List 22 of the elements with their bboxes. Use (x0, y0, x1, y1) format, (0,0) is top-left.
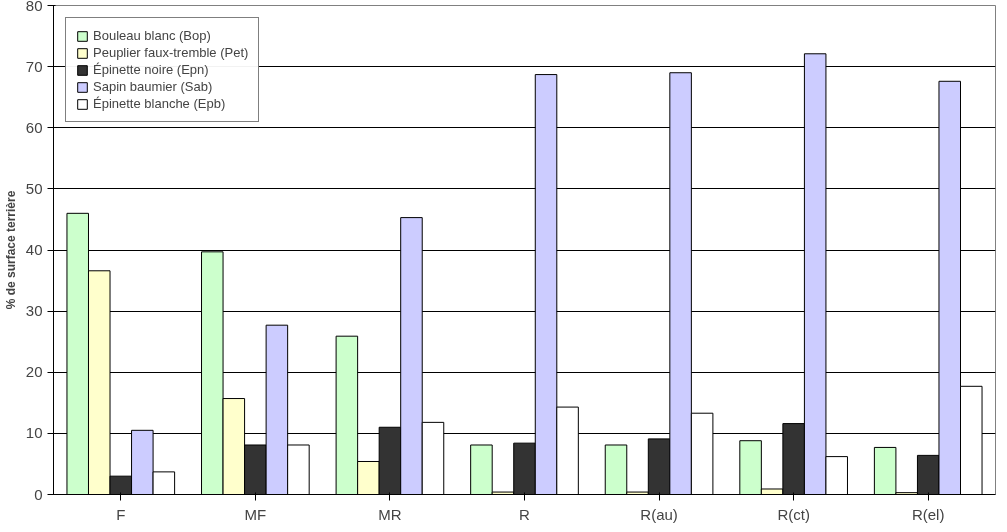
y-tick-label: 70 (25, 57, 43, 75)
y-tick-label: 0 (34, 485, 43, 503)
y-tick-label: 10 (25, 424, 43, 442)
y-tick-label: 40 (25, 241, 43, 258)
x-tick-label: MR (378, 505, 402, 523)
y-tick-label: 50 (25, 179, 43, 197)
x-tick-label: F (116, 505, 126, 523)
legend-label: Bouleau blanc (Bop) (93, 28, 211, 43)
legend-label: Sapin baumier (Sab) (93, 79, 213, 94)
x-tick-label: R(el) (911, 505, 945, 523)
y-tick-label: 60 (25, 118, 43, 136)
x-tick-label: MF (244, 505, 267, 523)
y-axis-title: % de surface terrière (3, 190, 18, 310)
x-tick-label: R(ct) (777, 505, 810, 523)
y-tick-label: 80 (25, 0, 43, 14)
x-tick-label: R (519, 505, 531, 523)
y-tick-label: 20 (25, 363, 43, 381)
legend-label: Épinette noire (Epn) (93, 62, 209, 77)
x-tick-label: R(au) (640, 505, 678, 523)
legend-label: Peuplier faux-tremble (Pet) (93, 45, 249, 60)
legend-label: Épinette blanche (Epb) (93, 96, 226, 111)
y-tick-label: 30 (25, 302, 43, 320)
